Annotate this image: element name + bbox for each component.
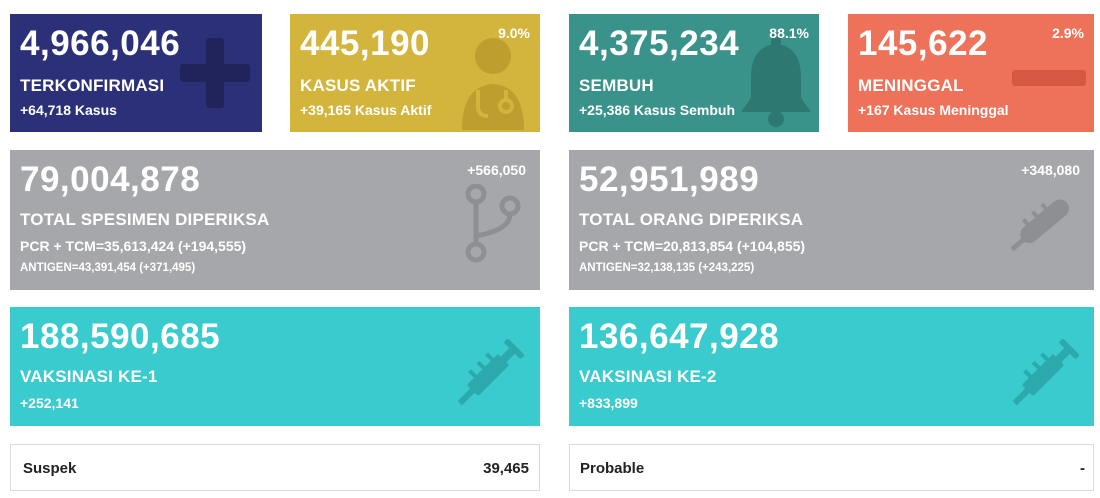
- card-vaksinasi-2: 136,647,928 VAKSINASI KE-2 +833,899: [569, 307, 1094, 426]
- vaksinasi-2-value: 136,647,928: [579, 317, 780, 356]
- meninggal-label: MENINGGAL: [858, 76, 964, 95]
- card-suspek: Suspek 39,465: [10, 444, 540, 491]
- card-vaksinasi-1: 188,590,685 VAKSINASI KE-1 +252,141: [10, 307, 540, 426]
- probable-value: -: [1080, 460, 1085, 477]
- orang-value: 52,951,989: [579, 160, 760, 199]
- terkonfirmasi-value: 4,966,046: [20, 24, 181, 63]
- card-meninggal: 2.9% 145,622 MENINGGAL +167 Kasus Mening…: [848, 14, 1094, 132]
- meninggal-delta: +167 Kasus Meninggal: [858, 102, 1009, 118]
- card-sembuh: 88.1% 4,375,234 SEMBUH +25,386 Kasus Sem…: [569, 14, 819, 132]
- suspek-value: 39,465: [483, 460, 529, 477]
- orang-pcr: PCR + TCM=20,813,854 (+104,855): [579, 238, 806, 254]
- kasus-aktif-delta: +39,165 Kasus Aktif: [300, 102, 432, 118]
- kasus-aktif-value: 445,190: [300, 24, 431, 63]
- spesimen-increment: +566,050: [467, 162, 526, 178]
- orang-increment: +348,080: [1021, 162, 1080, 178]
- spesimen-label: TOTAL SPESIMEN DIPERIKSA: [20, 210, 270, 229]
- kasus-aktif-percent: 9.0%: [498, 25, 530, 41]
- card-kasus-aktif: 9.0% 445,190 KASUS AKTIF +39,165 Kasus A…: [290, 14, 540, 132]
- spesimen-value: 79,004,878: [20, 160, 201, 199]
- meninggal-percent: 2.9%: [1052, 25, 1084, 41]
- card-terkonfirmasi: 4,966,046 TERKONFIRMASI +64,718 Kasus: [10, 14, 262, 132]
- card-total-orang: +348,080 52,951,989 TOTAL ORANG DIPERIKS…: [569, 150, 1094, 290]
- sembuh-label: SEMBUH: [579, 76, 654, 95]
- vaksinasi-1-value: 188,590,685: [20, 317, 221, 356]
- terkonfirmasi-delta: +64,718 Kasus: [20, 102, 117, 118]
- terkonfirmasi-label: TERKONFIRMASI: [20, 76, 165, 95]
- card-probable: Probable -: [569, 444, 1094, 491]
- orang-antigen: ANTIGEN=32,138,135 (+243,225): [579, 262, 755, 274]
- vaksinasi-1-delta: +252,141: [20, 395, 79, 411]
- probable-label: Probable: [580, 460, 645, 477]
- vaksinasi-2-delta: +833,899: [579, 395, 638, 411]
- orang-label: TOTAL ORANG DIPERIKSA: [579, 210, 804, 229]
- meninggal-value: 145,622: [858, 24, 989, 63]
- sembuh-delta: +25,386 Kasus Sembuh: [579, 102, 736, 118]
- vaksinasi-1-label: VAKSINASI KE-1: [20, 367, 158, 386]
- spesimen-antigen: ANTIGEN=43,391,454 (+371,495): [20, 262, 196, 274]
- vaksinasi-2-label: VAKSINASI KE-2: [579, 367, 717, 386]
- kasus-aktif-label: KASUS AKTIF: [300, 76, 416, 95]
- card-total-spesimen: +566,050 79,004,878 TOTAL SPESIMEN DIPER…: [10, 150, 540, 290]
- spesimen-pcr: PCR + TCM=35,613,424 (+194,555): [20, 238, 247, 254]
- suspek-label: Suspek: [23, 460, 77, 477]
- sembuh-value: 4,375,234: [579, 24, 740, 63]
